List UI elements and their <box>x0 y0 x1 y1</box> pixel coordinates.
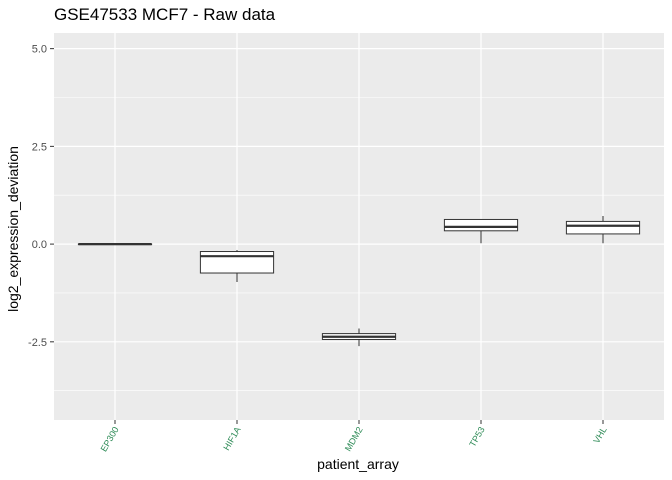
y-tick-label: 5.0 <box>32 44 47 56</box>
x-axis: EP300 HIF1A MDM2 TP53 VHL <box>99 420 609 453</box>
x-tick-label: HIF1A <box>221 425 242 452</box>
box-hif1a <box>199 249 275 283</box>
box-series <box>77 215 641 347</box>
grid-lines <box>54 33 664 420</box>
x-tick-label: EP300 <box>99 425 121 453</box>
y-tick-label: -2.5 <box>28 337 47 349</box>
x-tick-label: TP53 <box>467 425 486 449</box>
x-axis-title: patient_array <box>317 456 399 472</box>
box-iqr <box>565 220 641 235</box>
x-tick-label: MDM2 <box>343 425 365 453</box>
box-tp53 <box>443 218 519 244</box>
x-tick-label: VHL <box>591 425 608 445</box>
box-iqr <box>199 251 275 274</box>
box-ep300 <box>77 242 153 246</box>
box-mdm2 <box>321 328 397 347</box>
y-axis-title: log2_expression_deviation <box>5 146 21 312</box>
chart-title: GSE47533 MCF7 - Raw data <box>54 5 276 24</box>
box-vhl <box>565 215 641 244</box>
box-iqr <box>443 218 519 232</box>
y-tick-label: 2.5 <box>32 141 47 153</box>
y-tick-label: 0.0 <box>32 239 47 251</box>
y-axis: -2.5 0.0 2.5 5.0 <box>28 44 54 349</box>
